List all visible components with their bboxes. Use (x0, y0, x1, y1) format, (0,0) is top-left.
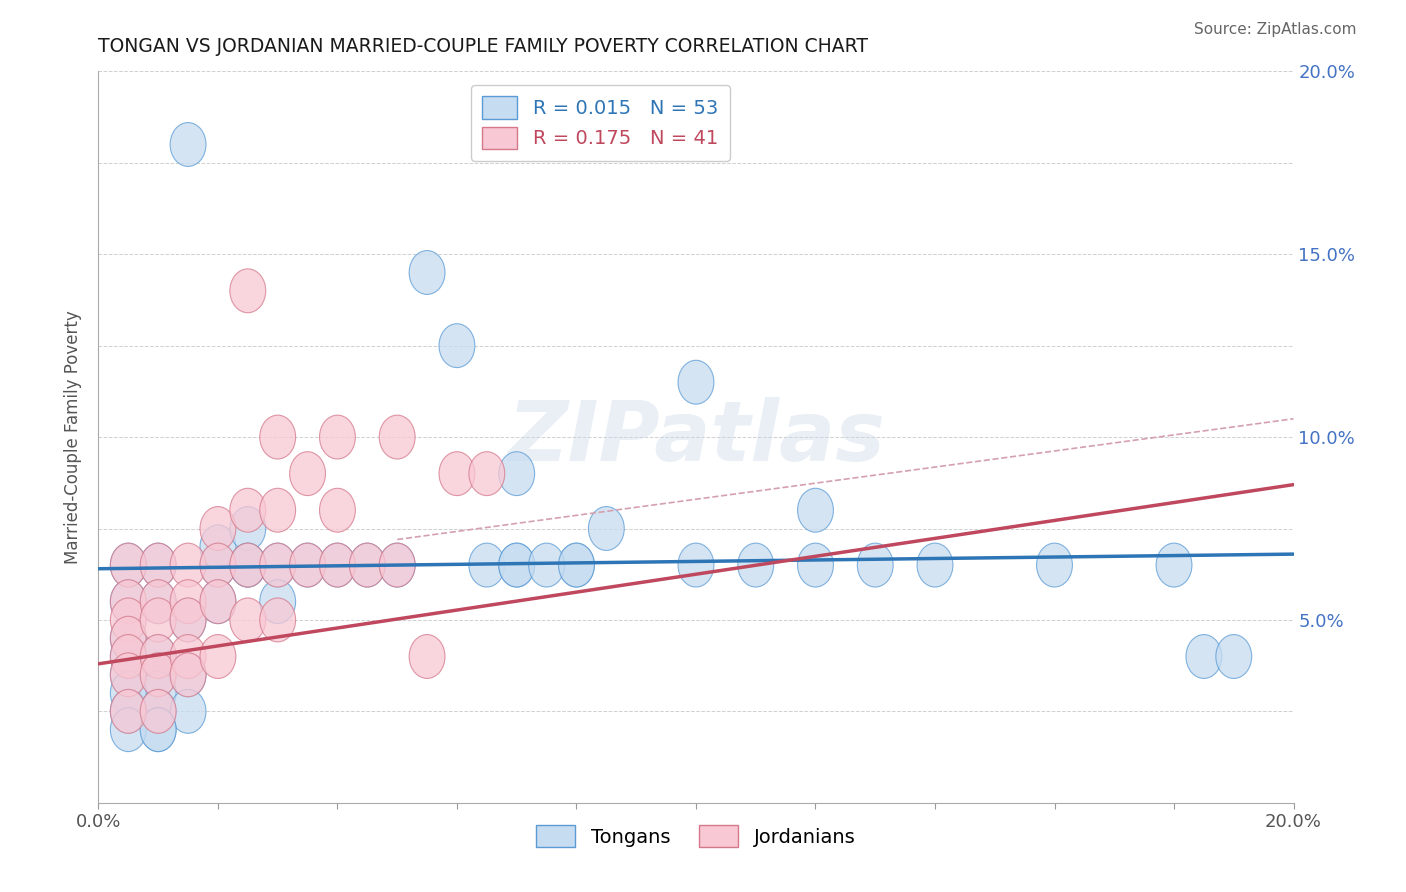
Ellipse shape (290, 451, 326, 496)
Ellipse shape (499, 451, 534, 496)
Ellipse shape (110, 616, 146, 660)
Ellipse shape (110, 580, 146, 624)
Ellipse shape (110, 616, 146, 660)
Ellipse shape (141, 580, 176, 624)
Ellipse shape (200, 580, 236, 624)
Ellipse shape (170, 690, 207, 733)
Text: ZIPatlas: ZIPatlas (508, 397, 884, 477)
Ellipse shape (231, 543, 266, 587)
Ellipse shape (319, 488, 356, 533)
Ellipse shape (290, 543, 326, 587)
Ellipse shape (200, 524, 236, 569)
Ellipse shape (558, 543, 595, 587)
Ellipse shape (110, 653, 146, 697)
Ellipse shape (110, 580, 146, 624)
Ellipse shape (1156, 543, 1192, 587)
Ellipse shape (260, 543, 295, 587)
Ellipse shape (260, 543, 295, 587)
Ellipse shape (231, 598, 266, 642)
Ellipse shape (797, 543, 834, 587)
Ellipse shape (141, 653, 176, 697)
Text: Source: ZipAtlas.com: Source: ZipAtlas.com (1194, 22, 1357, 37)
Text: TONGAN VS JORDANIAN MARRIED-COUPLE FAMILY POVERTY CORRELATION CHART: TONGAN VS JORDANIAN MARRIED-COUPLE FAMIL… (98, 37, 869, 56)
Ellipse shape (141, 543, 176, 587)
Ellipse shape (231, 543, 266, 587)
Ellipse shape (170, 580, 207, 624)
Ellipse shape (141, 543, 176, 587)
Ellipse shape (678, 543, 714, 587)
Ellipse shape (260, 415, 295, 459)
Ellipse shape (231, 507, 266, 550)
Ellipse shape (380, 415, 415, 459)
Ellipse shape (319, 543, 356, 587)
Ellipse shape (170, 653, 207, 697)
Ellipse shape (380, 543, 415, 587)
Ellipse shape (470, 543, 505, 587)
Ellipse shape (1036, 543, 1073, 587)
Ellipse shape (110, 598, 146, 642)
Y-axis label: Married-Couple Family Poverty: Married-Couple Family Poverty (65, 310, 83, 564)
Ellipse shape (917, 543, 953, 587)
Ellipse shape (170, 598, 207, 642)
Ellipse shape (141, 690, 176, 733)
Ellipse shape (319, 415, 356, 459)
Ellipse shape (141, 707, 176, 752)
Ellipse shape (1216, 634, 1251, 679)
Ellipse shape (409, 251, 446, 294)
Ellipse shape (170, 122, 207, 167)
Ellipse shape (200, 543, 236, 587)
Ellipse shape (141, 598, 176, 642)
Ellipse shape (231, 268, 266, 313)
Ellipse shape (200, 507, 236, 550)
Ellipse shape (110, 543, 146, 587)
Ellipse shape (290, 543, 326, 587)
Ellipse shape (170, 653, 207, 697)
Ellipse shape (738, 543, 773, 587)
Ellipse shape (350, 543, 385, 587)
Ellipse shape (141, 707, 176, 752)
Ellipse shape (260, 488, 295, 533)
Ellipse shape (141, 671, 176, 715)
Ellipse shape (141, 690, 176, 733)
Ellipse shape (141, 580, 176, 624)
Ellipse shape (499, 543, 534, 587)
Ellipse shape (470, 451, 505, 496)
Ellipse shape (350, 543, 385, 587)
Ellipse shape (439, 324, 475, 368)
Ellipse shape (380, 543, 415, 587)
Ellipse shape (231, 488, 266, 533)
Ellipse shape (797, 488, 834, 533)
Ellipse shape (589, 507, 624, 550)
Ellipse shape (200, 543, 236, 587)
Ellipse shape (170, 543, 207, 587)
Legend: Tongans, Jordanians: Tongans, Jordanians (529, 817, 863, 855)
Ellipse shape (319, 543, 356, 587)
Ellipse shape (678, 360, 714, 404)
Ellipse shape (170, 598, 207, 642)
Ellipse shape (110, 543, 146, 587)
Ellipse shape (260, 598, 295, 642)
Ellipse shape (200, 634, 236, 679)
Ellipse shape (110, 707, 146, 752)
Ellipse shape (260, 580, 295, 624)
Ellipse shape (110, 653, 146, 697)
Ellipse shape (231, 543, 266, 587)
Ellipse shape (529, 543, 565, 587)
Ellipse shape (110, 690, 146, 733)
Ellipse shape (499, 543, 534, 587)
Ellipse shape (110, 634, 146, 679)
Ellipse shape (409, 634, 446, 679)
Ellipse shape (858, 543, 893, 587)
Ellipse shape (439, 451, 475, 496)
Ellipse shape (200, 580, 236, 624)
Ellipse shape (1187, 634, 1222, 679)
Ellipse shape (141, 634, 176, 679)
Ellipse shape (110, 690, 146, 733)
Ellipse shape (170, 634, 207, 679)
Ellipse shape (110, 634, 146, 679)
Ellipse shape (558, 543, 595, 587)
Ellipse shape (110, 671, 146, 715)
Ellipse shape (141, 653, 176, 697)
Ellipse shape (141, 634, 176, 679)
